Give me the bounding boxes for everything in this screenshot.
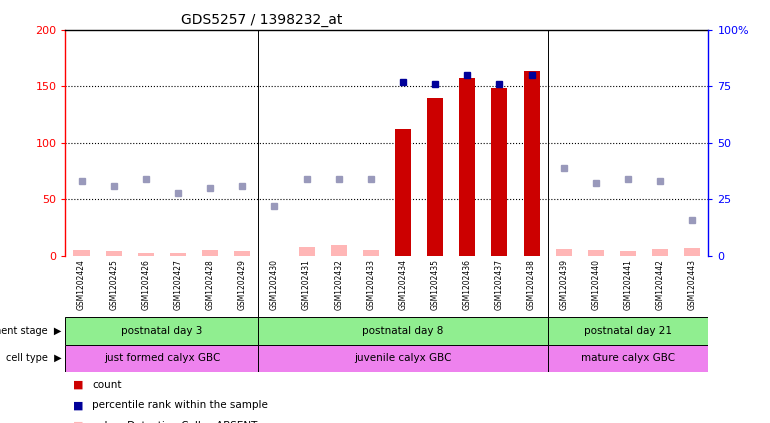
Text: percentile rank within the sample: percentile rank within the sample (92, 400, 268, 410)
Bar (202, 250, 218, 256)
Text: postnatal day 3: postnatal day 3 (121, 326, 203, 336)
Bar (395, 129, 411, 256)
Bar (459, 78, 475, 256)
Text: mature calyx GBC: mature calyx GBC (581, 354, 675, 363)
Bar (258, 345, 547, 372)
Text: GSM1202429: GSM1202429 (238, 259, 246, 310)
Bar (652, 249, 668, 256)
Text: value, Detection Call = ABSENT: value, Detection Call = ABSENT (92, 420, 258, 423)
Bar (620, 251, 636, 256)
Text: cell type  ▶: cell type ▶ (6, 354, 62, 363)
Text: GSM1202424: GSM1202424 (77, 259, 86, 310)
Bar (234, 251, 250, 256)
Bar (524, 71, 540, 256)
Text: GDS5257 / 1398232_at: GDS5257 / 1398232_at (181, 13, 343, 27)
Text: GSM1202433: GSM1202433 (367, 259, 375, 310)
Text: GSM1202428: GSM1202428 (206, 259, 215, 310)
Text: GSM1202434: GSM1202434 (399, 259, 407, 310)
Text: GSM1202439: GSM1202439 (559, 259, 568, 310)
Bar (65, 345, 258, 372)
Bar (556, 249, 572, 256)
Text: postnatal day 21: postnatal day 21 (584, 326, 672, 336)
Text: GSM1202426: GSM1202426 (142, 259, 150, 310)
Text: GSM1202441: GSM1202441 (624, 259, 632, 310)
Text: GSM1202430: GSM1202430 (270, 259, 279, 310)
Text: GSM1202432: GSM1202432 (334, 259, 343, 310)
Bar (588, 250, 604, 256)
Text: GSM1202425: GSM1202425 (109, 259, 118, 310)
Text: count: count (92, 380, 122, 390)
Text: GSM1202437: GSM1202437 (495, 259, 504, 310)
Text: postnatal day 8: postnatal day 8 (363, 326, 444, 336)
Text: GSM1202438: GSM1202438 (527, 259, 536, 310)
Bar (330, 244, 346, 256)
Bar (547, 345, 708, 372)
Bar (299, 247, 315, 256)
Bar (363, 250, 379, 256)
Text: GSM1202431: GSM1202431 (302, 259, 311, 310)
Bar (491, 88, 507, 256)
Text: GSM1202440: GSM1202440 (591, 259, 601, 310)
Bar (65, 317, 258, 345)
Text: ■: ■ (73, 400, 84, 410)
Text: GSM1202443: GSM1202443 (688, 259, 697, 310)
Text: ■: ■ (73, 380, 84, 390)
Bar (138, 253, 154, 256)
Bar (170, 253, 186, 256)
Bar (427, 97, 444, 256)
Text: ■: ■ (73, 420, 84, 423)
Bar (73, 250, 89, 256)
Text: GSM1202427: GSM1202427 (173, 259, 182, 310)
Bar (258, 317, 547, 345)
Text: GSM1202436: GSM1202436 (463, 259, 472, 310)
Bar (105, 251, 122, 256)
Bar (685, 248, 701, 256)
Text: just formed calyx GBC: just formed calyx GBC (104, 354, 220, 363)
Text: juvenile calyx GBC: juvenile calyx GBC (354, 354, 452, 363)
Text: GSM1202435: GSM1202435 (430, 259, 440, 310)
Bar (547, 317, 708, 345)
Text: GSM1202442: GSM1202442 (656, 259, 665, 310)
Text: development stage  ▶: development stage ▶ (0, 326, 62, 336)
